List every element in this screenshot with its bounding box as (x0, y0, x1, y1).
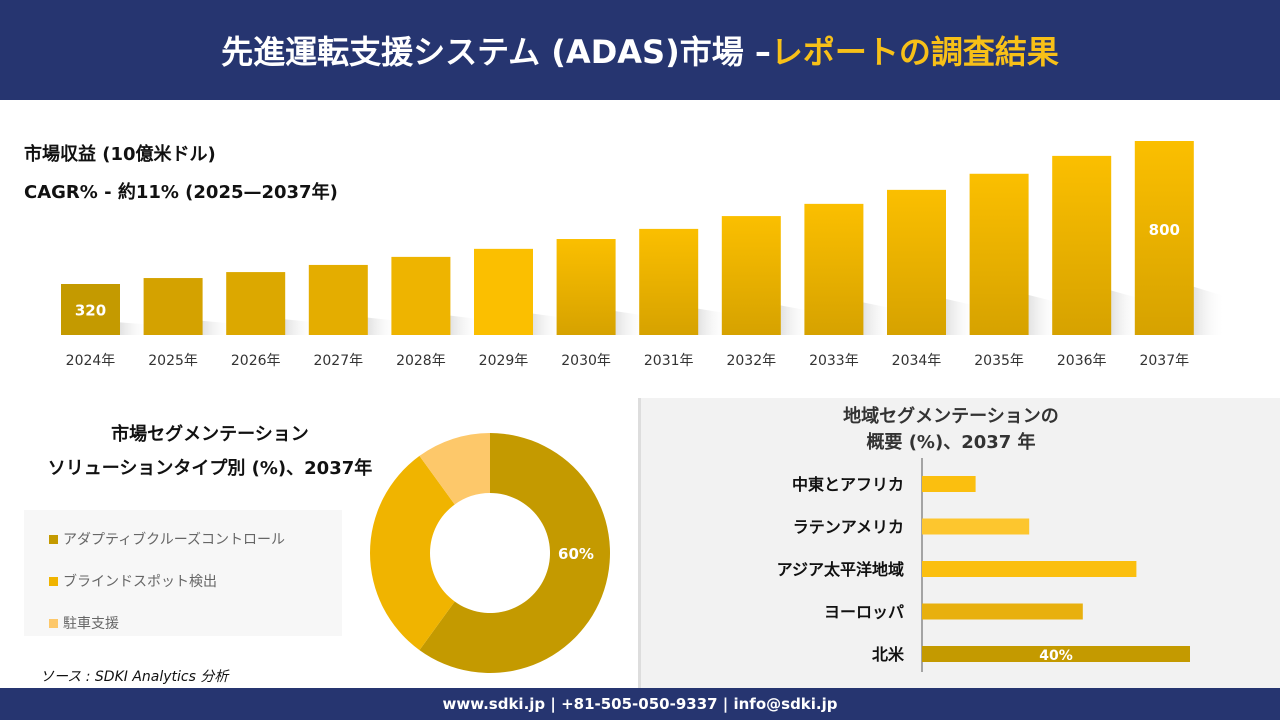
x-tick-label: 2036年 (1057, 353, 1107, 369)
region-bar (922, 603, 1083, 620)
legend-label: 駐車支援 (63, 616, 119, 632)
legend-swatch (49, 576, 58, 586)
region-label: アジア太平洋地域 (777, 560, 904, 579)
region-bar (922, 561, 1137, 577)
bar-2027年 (308, 264, 368, 335)
region-bar (922, 476, 976, 492)
bar-shadow (119, 322, 151, 335)
x-tick-label: 2032年 (726, 353, 776, 369)
x-tick-label: 2026年 (231, 353, 281, 369)
source-note: ソース : SDKI Analytics 分析 (40, 669, 229, 685)
bar-shadow (1110, 290, 1143, 335)
bar-shadow (532, 313, 564, 335)
bar-2033年 (804, 203, 864, 335)
segment-title-line1: 市場セグメンテーション (111, 424, 309, 445)
bar-2030年 (556, 239, 616, 335)
region-title: 地域セグメンテーションの 概要 (%)、2037 年 (781, 404, 1121, 456)
x-tick-label: 2027年 (313, 353, 363, 369)
revenue-title: 市場収益 (10億米ドル) (24, 144, 216, 165)
bar-shadow (945, 298, 977, 335)
donut-slice-1 (370, 455, 455, 651)
bar-data-label: 320 (75, 302, 106, 320)
bar-2026年 (226, 272, 286, 335)
bar-2037年 (1134, 141, 1194, 335)
bar-shadow (1027, 294, 1060, 335)
x-tick-label: 2024年 (66, 353, 116, 369)
legend-item: アダプティブクルーズコントロール (49, 518, 342, 560)
bar-shadow (697, 308, 730, 335)
bar-2031年 (639, 228, 699, 335)
region-title-line2: 概要 (%)、2037 年 (866, 432, 1036, 453)
donut-slice-0 (419, 433, 610, 673)
x-tick-label: 2025年 (148, 353, 198, 369)
bar-shadow (614, 311, 647, 335)
bar-2029年 (474, 248, 533, 335)
bar-shadow (201, 320, 234, 335)
region-title-line1: 地域セグメンテーションの (843, 406, 1059, 427)
legend-swatch (49, 534, 58, 544)
bar-data-label: 800 (1149, 221, 1180, 239)
divider (638, 398, 641, 688)
bar-2025年 (143, 278, 203, 335)
bar-2034年 (887, 189, 946, 335)
region-segment-panel: 地域セグメンテーションの 概要 (%)、2037 年 中東とアフリカ ラテンアメリ… (641, 398, 1280, 688)
header-banner: 先進運転支援システム (ADAS)市場 – レポートの調査結果 (0, 0, 1280, 100)
bar-2036年 (1052, 155, 1112, 335)
legend-swatch (49, 618, 58, 628)
bar-shadow (779, 305, 812, 335)
footer-contact: www.sdki.jp | +81-505-050-9337 | info@sd… (0, 688, 1280, 720)
cagr-subtitle: CAGR% - 約11% (2025—2037年) (24, 182, 338, 203)
revenue-bar-chart: 2024年 320 2025年 2026年 2027年 2028年 2029年 2030年 20… (61, 141, 1225, 369)
region-bar (922, 646, 1190, 662)
title-main: 先進運転支援システム (ADAS)市場 – (221, 33, 771, 71)
x-tick-label: 2034年 (892, 353, 942, 369)
x-tick-label: 2037年 (1139, 353, 1189, 369)
bar-2032年 (721, 216, 781, 335)
bar-2028年 (391, 256, 451, 335)
bar-2035年 (969, 173, 1029, 335)
bar-2024年 (61, 284, 120, 335)
region-label: ラテンアメリカ (793, 518, 904, 537)
x-tick-label: 2028年 (396, 353, 446, 369)
region-label: 北米 (872, 645, 905, 664)
bar-shadow (862, 302, 895, 335)
donut-legend: アダプティブクルーズコントロール ブラインドスポット検出 駐車支援 (24, 510, 342, 636)
x-tick-label: 2033年 (809, 353, 859, 369)
solution-donut-chart: 60% (370, 433, 610, 673)
bar-shadow (1192, 286, 1225, 335)
donut-data-label: 60% (558, 545, 594, 563)
solution-segment-panel: 市場セグメンテーション ソリューションタイプ別 (%)、2037年 アダプティブ… (0, 398, 638, 688)
region-label: ヨーロッパ (824, 603, 904, 622)
region-data-label: 40% (1039, 648, 1073, 664)
x-tick-label: 2031年 (644, 353, 694, 369)
bar-shadow (366, 317, 399, 335)
bar-shadow (449, 315, 482, 335)
x-tick-label: 2029年 (479, 353, 529, 369)
region-label: 中東とアフリカ (792, 475, 904, 494)
legend-item: 駐車支援 (49, 602, 342, 644)
legend-label: アダプティブクルーズコントロール (63, 532, 286, 548)
x-tick-label: 2035年 (974, 353, 1024, 369)
legend-item: ブラインドスポット検出 (49, 560, 342, 602)
segment-title-line2: ソリューションタイプ別 (%)、2037年 (47, 458, 373, 479)
legend-label: ブラインドスポット検出 (63, 574, 217, 590)
segment-title: 市場セグメンテーション ソリューションタイプ別 (%)、2037年 (0, 418, 420, 486)
x-tick-label: 2030年 (561, 353, 611, 369)
region-bar (922, 518, 1030, 535)
bar-shadow (284, 319, 317, 335)
title-accent: レポートの調査結果 (770, 33, 1059, 71)
donut-slice-2 (419, 433, 490, 505)
